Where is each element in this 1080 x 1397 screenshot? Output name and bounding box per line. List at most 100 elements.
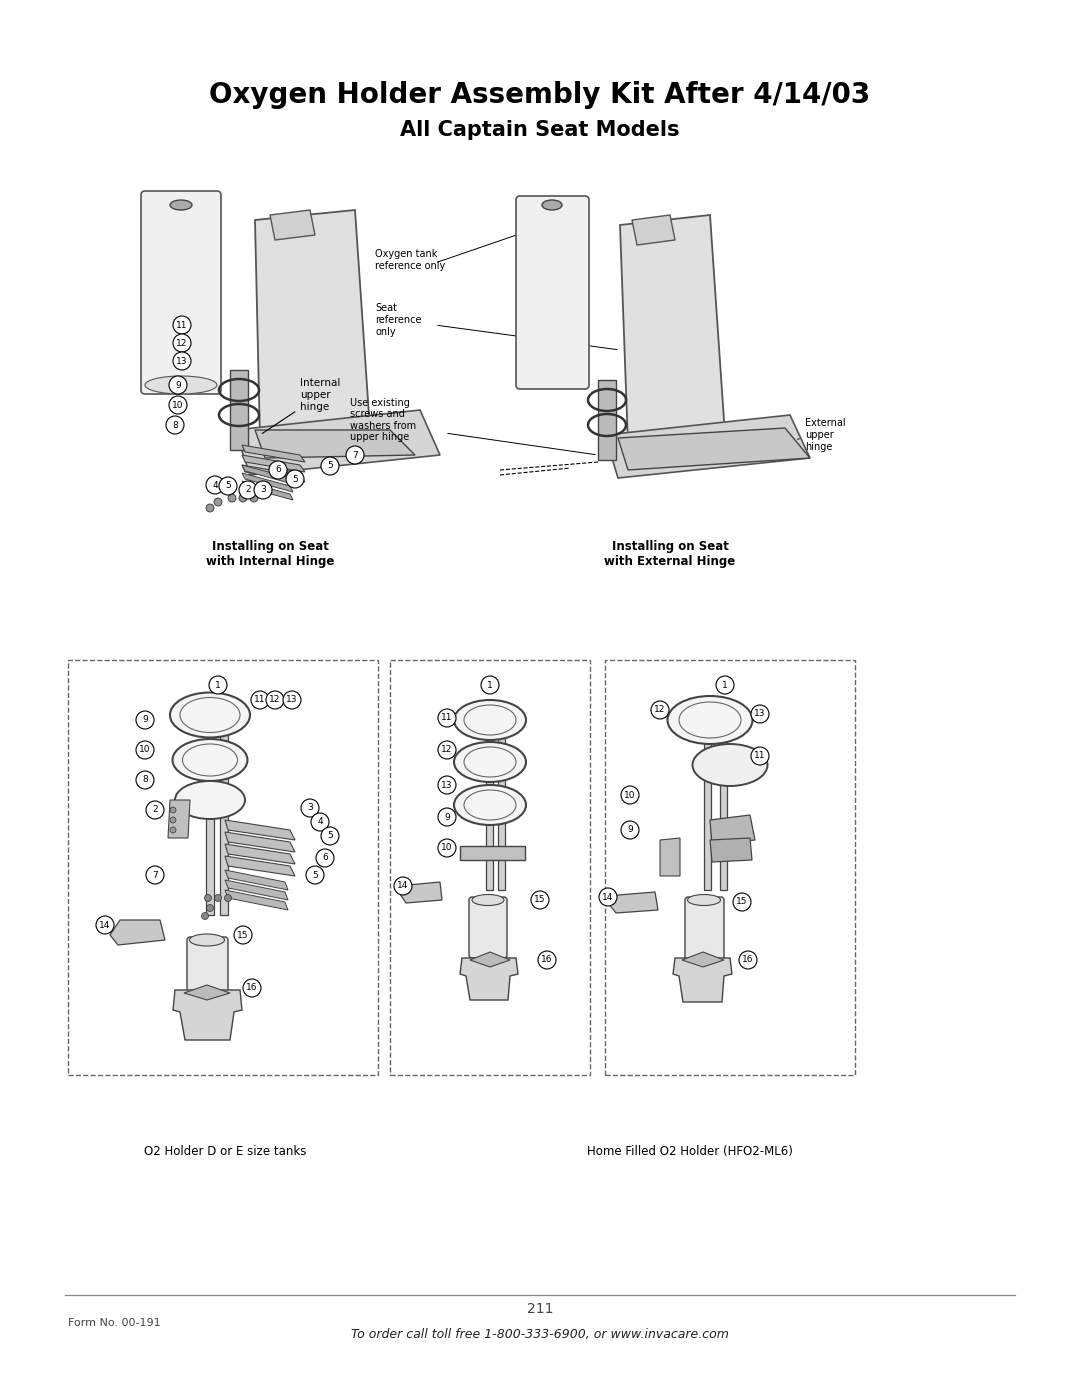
Text: Installing on Seat
with Internal Hinge: Installing on Seat with Internal Hinge xyxy=(206,541,334,569)
Polygon shape xyxy=(225,820,295,840)
Circle shape xyxy=(225,894,231,901)
FancyBboxPatch shape xyxy=(598,380,616,460)
Polygon shape xyxy=(270,210,315,240)
Text: 9: 9 xyxy=(627,826,633,834)
Text: 15: 15 xyxy=(238,930,248,940)
Circle shape xyxy=(206,476,224,495)
Circle shape xyxy=(321,457,339,475)
Ellipse shape xyxy=(170,693,249,738)
Text: 13: 13 xyxy=(176,356,188,366)
Text: 2: 2 xyxy=(152,806,158,814)
Text: 10: 10 xyxy=(139,746,151,754)
Text: 5: 5 xyxy=(327,461,333,471)
Circle shape xyxy=(621,787,639,805)
Text: 13: 13 xyxy=(286,696,298,704)
Circle shape xyxy=(170,807,176,813)
Text: 6: 6 xyxy=(322,854,328,862)
Circle shape xyxy=(239,495,247,502)
Polygon shape xyxy=(225,880,288,900)
Text: 12: 12 xyxy=(176,338,188,348)
Circle shape xyxy=(219,476,237,495)
Text: 5: 5 xyxy=(292,475,298,483)
Text: Seat
reference
only: Seat reference only xyxy=(375,303,421,337)
FancyBboxPatch shape xyxy=(68,659,378,1076)
Circle shape xyxy=(751,705,769,724)
Circle shape xyxy=(438,807,456,826)
Circle shape xyxy=(538,951,556,970)
Ellipse shape xyxy=(189,935,225,946)
FancyBboxPatch shape xyxy=(206,719,214,915)
Polygon shape xyxy=(225,833,295,852)
Circle shape xyxy=(234,926,252,944)
Polygon shape xyxy=(242,465,305,482)
Text: 14: 14 xyxy=(603,893,613,901)
Text: To order call toll free 1-800-333-6900, or www.invacare.com: To order call toll free 1-800-333-6900, … xyxy=(351,1329,729,1341)
Circle shape xyxy=(173,316,191,334)
Polygon shape xyxy=(242,446,305,462)
Circle shape xyxy=(202,912,208,919)
Circle shape xyxy=(301,799,319,817)
Circle shape xyxy=(739,951,757,970)
Circle shape xyxy=(254,481,272,499)
Text: 5: 5 xyxy=(327,831,333,841)
Text: 7: 7 xyxy=(352,450,357,460)
Circle shape xyxy=(136,740,154,759)
Circle shape xyxy=(96,916,114,935)
Text: 13: 13 xyxy=(442,781,453,789)
FancyBboxPatch shape xyxy=(141,191,221,394)
Polygon shape xyxy=(400,882,442,902)
Circle shape xyxy=(206,504,214,511)
Polygon shape xyxy=(618,427,810,469)
Polygon shape xyxy=(242,481,293,500)
Ellipse shape xyxy=(173,739,247,781)
Text: 11: 11 xyxy=(442,714,453,722)
Ellipse shape xyxy=(170,200,192,210)
Text: 10: 10 xyxy=(624,791,636,799)
Text: 14: 14 xyxy=(397,882,408,890)
Circle shape xyxy=(438,840,456,856)
Text: 7: 7 xyxy=(152,870,158,880)
Polygon shape xyxy=(225,856,295,876)
Circle shape xyxy=(716,676,734,694)
Polygon shape xyxy=(632,215,675,244)
FancyBboxPatch shape xyxy=(685,897,724,961)
FancyBboxPatch shape xyxy=(187,937,228,1003)
Circle shape xyxy=(321,827,339,845)
Circle shape xyxy=(481,676,499,694)
Polygon shape xyxy=(460,958,518,1000)
Circle shape xyxy=(136,711,154,729)
Circle shape xyxy=(214,497,222,506)
Text: 211: 211 xyxy=(527,1302,553,1316)
FancyBboxPatch shape xyxy=(486,719,492,890)
Text: 9: 9 xyxy=(175,380,180,390)
Text: 14: 14 xyxy=(99,921,110,929)
Ellipse shape xyxy=(688,894,720,905)
Polygon shape xyxy=(242,474,293,492)
Circle shape xyxy=(166,416,184,434)
Polygon shape xyxy=(673,958,732,1002)
Polygon shape xyxy=(225,870,288,890)
Text: 8: 8 xyxy=(172,420,178,429)
Circle shape xyxy=(599,888,617,907)
Text: Internal
upper
hinge: Internal upper hinge xyxy=(262,379,340,433)
Circle shape xyxy=(283,692,301,710)
Text: 11: 11 xyxy=(254,696,266,704)
Circle shape xyxy=(146,800,164,819)
Circle shape xyxy=(173,334,191,352)
Polygon shape xyxy=(168,800,190,838)
Polygon shape xyxy=(173,990,242,1039)
Circle shape xyxy=(316,849,334,868)
Polygon shape xyxy=(605,415,810,478)
Polygon shape xyxy=(242,465,293,483)
Text: 12: 12 xyxy=(442,746,453,754)
Circle shape xyxy=(251,692,269,710)
FancyBboxPatch shape xyxy=(516,196,589,388)
Ellipse shape xyxy=(454,785,526,826)
Circle shape xyxy=(168,376,187,394)
Ellipse shape xyxy=(472,894,504,905)
Circle shape xyxy=(438,740,456,759)
Polygon shape xyxy=(710,838,752,862)
Circle shape xyxy=(438,710,456,726)
Text: All Captain Seat Models: All Captain Seat Models xyxy=(401,120,679,140)
Text: 4: 4 xyxy=(318,817,323,827)
